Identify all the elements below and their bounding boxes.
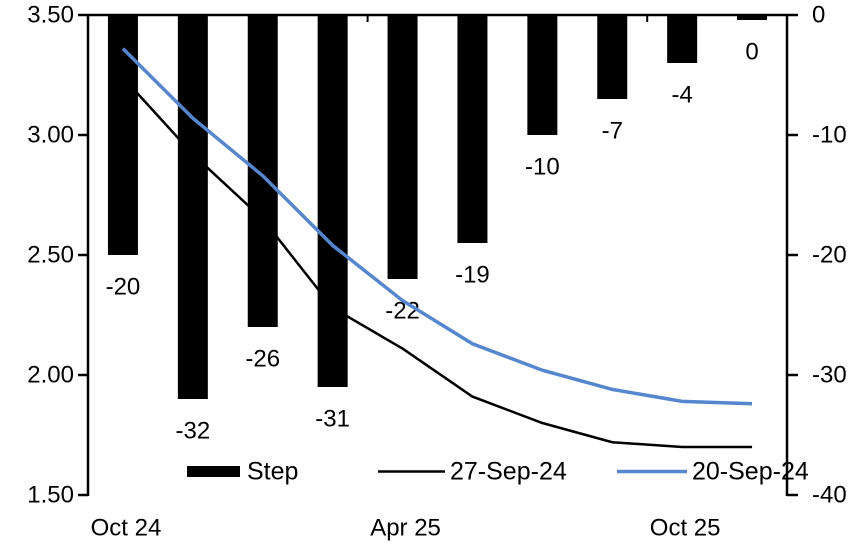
legend-label-27-sep-24: 27-Sep-24 bbox=[450, 458, 567, 486]
bar bbox=[527, 15, 558, 135]
series-line-20-sep-24 bbox=[121, 47, 753, 406]
bar-data-label: -4 bbox=[671, 82, 692, 109]
x-axis-label: Oct 24 bbox=[91, 515, 162, 542]
bar-data-label: -10 bbox=[525, 154, 560, 181]
x-axis-label: Oct 25 bbox=[650, 515, 721, 542]
bar-data-label: -26 bbox=[245, 346, 280, 373]
left-axis-tick-label: 3.00 bbox=[27, 122, 74, 149]
left-axis-tick-label: 2.50 bbox=[27, 242, 74, 269]
right-axis-tick-label: -30 bbox=[812, 362, 847, 389]
legend: Step 27-Sep-24 20-Sep-24 bbox=[187, 458, 809, 486]
left-axis-tick-label: 1.50 bbox=[27, 482, 74, 509]
legend-label-20-sep-24: 20-Sep-24 bbox=[692, 458, 809, 486]
series-line-27-sep-24 bbox=[122, 76, 753, 449]
left-axis-ticks: 3.50 3.00 2.50 2.00 1.50 bbox=[27, 2, 88, 509]
bar-data-label: -20 bbox=[106, 274, 141, 301]
bar bbox=[597, 15, 628, 99]
x-axis-label: Apr 25 bbox=[370, 515, 441, 542]
bar-data-label: -31 bbox=[315, 406, 350, 433]
bar-data-label: 0 bbox=[745, 39, 758, 66]
legend-label-step: Step bbox=[247, 458, 298, 486]
bar bbox=[317, 15, 348, 387]
x-axis-labels: Oct 24 Apr 25 Oct 25 bbox=[91, 515, 721, 542]
bar-data-label: -32 bbox=[176, 418, 211, 445]
left-axis-tick-label: 2.00 bbox=[27, 362, 74, 389]
left-axis-tick-label: 3.50 bbox=[27, 2, 74, 29]
right-axis-tick-label: -40 bbox=[812, 482, 847, 509]
legend-swatch-step bbox=[187, 466, 240, 477]
bar-data-label: -19 bbox=[455, 262, 490, 289]
bar bbox=[177, 15, 208, 399]
bar bbox=[247, 15, 278, 327]
bar bbox=[107, 15, 138, 255]
bar bbox=[387, 15, 418, 279]
bar-data-label: -7 bbox=[602, 118, 623, 145]
bar bbox=[737, 15, 768, 20]
right-axis-tick-label: -20 bbox=[812, 242, 847, 269]
right-axis-tick-label: 0 bbox=[812, 2, 825, 29]
x-axis-ticks bbox=[366, 15, 649, 22]
bar bbox=[457, 15, 488, 243]
right-axis-ticks: 0 -10 -20 -30 -40 bbox=[787, 2, 847, 509]
bar bbox=[667, 15, 698, 63]
bar-series-step bbox=[107, 15, 768, 399]
bar-data-labels: -20-32-26-31-22-19-10-7-40 bbox=[106, 39, 759, 445]
right-axis-tick-label: -10 bbox=[812, 122, 847, 149]
